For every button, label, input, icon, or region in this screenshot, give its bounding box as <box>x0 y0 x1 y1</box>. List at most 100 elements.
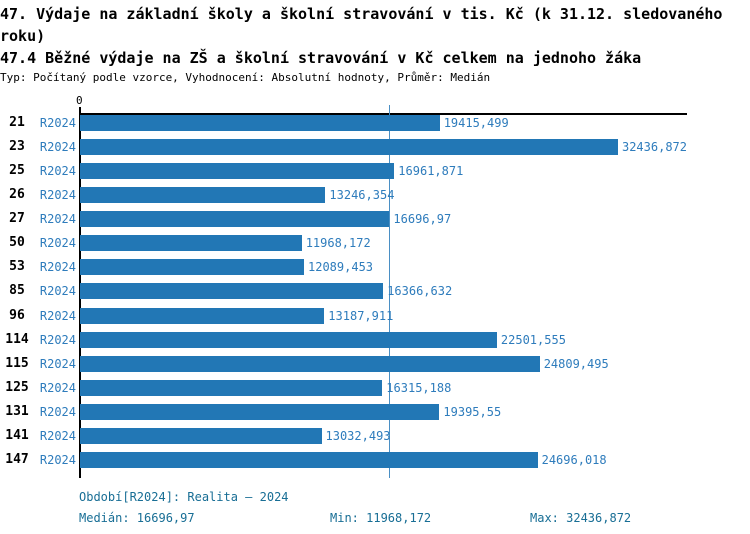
bar-chart: 0 21 R2024 19415,499 23 R2024 32436,872 25 R202… <box>0 95 750 478</box>
chart-row: 27 R2024 16696,97 <box>0 211 750 235</box>
footer-period: Období[R2024]: Realita – 2024 <box>79 489 289 504</box>
bar-track: 12089,453 <box>80 259 687 276</box>
series-label: R2024 <box>39 212 76 227</box>
bar <box>80 115 440 131</box>
value-label: 32436,872 <box>621 140 687 155</box>
series-label: R2024 <box>39 380 76 395</box>
bar <box>80 451 538 468</box>
category-label: 125 <box>5 379 29 395</box>
category-label: 53 <box>9 259 25 275</box>
series-label: R2024 <box>39 188 76 203</box>
bar <box>80 259 304 276</box>
median-line <box>389 105 390 478</box>
value-label: 13246,354 <box>329 188 395 203</box>
chart-row: 141 R2024 13032,493 <box>0 427 750 452</box>
bar-track: 16961,871 <box>80 163 687 180</box>
category-label: 96 <box>9 307 25 323</box>
bar <box>80 235 302 252</box>
bar-track: 24696,018 <box>80 451 687 468</box>
zero-tick-label: 0 <box>76 94 83 107</box>
chart-row: 114 R2024 22501,555 <box>0 331 750 356</box>
chart-row: 147 R2024 24696,018 <box>0 451 750 476</box>
series-label: R2024 <box>39 284 76 299</box>
footer-median: Medián: 16696,97 <box>79 510 195 525</box>
value-label: 13187,911 <box>328 308 394 323</box>
zero-tick <box>79 107 81 113</box>
value-label: 16315,188 <box>386 380 452 395</box>
bar <box>80 403 440 420</box>
bar-track: 32436,872 <box>80 139 687 156</box>
bar-track: 22501,555 <box>80 331 687 348</box>
x-axis-line <box>80 113 687 115</box>
category-label: 131 <box>5 403 29 419</box>
category-label: 85 <box>9 283 25 299</box>
footer-max: Max: 32436,872 <box>530 510 632 525</box>
bar-track: 16315,188 <box>80 379 687 396</box>
series-label: R2024 <box>39 428 76 443</box>
category-label: 141 <box>5 427 29 443</box>
series-label: R2024 <box>39 452 76 467</box>
chart-row: 115 R2024 24809,495 <box>0 355 750 380</box>
series-label: R2024 <box>39 260 76 275</box>
page-title-line2: 47.4 Běžné výdaje na ZŠ a školní stravov… <box>0 49 642 67</box>
chart-row: 23 R2024 32436,872 <box>0 139 750 163</box>
series-label: R2024 <box>39 308 76 323</box>
bar <box>80 355 540 372</box>
bar <box>80 427 322 444</box>
category-label: 50 <box>9 235 25 251</box>
bar <box>80 331 497 348</box>
chart-row: 131 R2024 19395,55 <box>0 403 750 428</box>
value-label: 24696,018 <box>541 452 607 467</box>
bar-track: 19395,55 <box>80 403 687 420</box>
bar <box>80 211 390 228</box>
value-label: 19395,55 <box>443 404 502 419</box>
bar-track: 24809,495 <box>80 355 687 372</box>
category-label: 115 <box>5 355 29 371</box>
category-label: 147 <box>5 451 29 467</box>
bar <box>80 187 326 204</box>
value-label: 12089,453 <box>308 260 374 275</box>
category-label: 26 <box>9 187 25 203</box>
bar <box>80 139 618 156</box>
bar-track: 19415,499 <box>80 115 687 131</box>
category-label: 21 <box>9 115 25 130</box>
chart-row: 25 R2024 16961,871 <box>0 163 750 187</box>
category-label: 114 <box>5 331 29 347</box>
bar <box>80 379 383 396</box>
bar-track: 16696,97 <box>80 211 687 228</box>
value-label: 16961,871 <box>398 164 464 179</box>
bar-track: 13032,493 <box>80 427 687 444</box>
value-label: 13032,493 <box>325 428 391 443</box>
bar-track: 13246,354 <box>80 187 687 204</box>
category-label: 27 <box>9 211 25 227</box>
bar <box>80 283 384 300</box>
value-label: 24809,495 <box>543 356 609 371</box>
bar <box>80 307 325 324</box>
chart-row: 125 R2024 16315,188 <box>0 379 750 404</box>
chart-row: 26 R2024 13246,354 <box>0 187 750 211</box>
series-label: R2024 <box>39 140 76 155</box>
series-label: R2024 <box>39 236 76 251</box>
category-label: 25 <box>9 163 25 179</box>
series-label: R2024 <box>39 404 76 419</box>
chart-row: 96 R2024 13187,911 <box>0 307 750 332</box>
bar-track: 16366,632 <box>80 283 687 300</box>
chart-row: 21 R2024 19415,499 <box>0 115 750 139</box>
chart-footer: Období[R2024]: Realita – 2024 Medián: 16… <box>0 490 750 530</box>
series-label: R2024 <box>39 332 76 347</box>
value-label: 16366,632 <box>387 284 453 299</box>
value-label: 19415,499 <box>443 116 509 130</box>
category-label: 23 <box>9 139 25 155</box>
value-label: 16696,97 <box>393 212 452 227</box>
chart-row: 53 R2024 12089,453 <box>0 259 750 283</box>
chart-row: 50 R2024 11968,172 <box>0 235 750 259</box>
chart-meta: Typ: Počítaný podle vzorce, Vyhodnocení:… <box>0 71 491 84</box>
page-title-line1: 47. Výdaje na základní školy a školní st… <box>0 5 723 45</box>
value-label: 11968,172 <box>305 236 371 251</box>
bar-track: 13187,911 <box>80 307 687 324</box>
bar <box>80 163 395 180</box>
series-label: R2024 <box>39 164 76 179</box>
chart-rows: 21 R2024 19415,499 23 R2024 32436,872 25 R2024 1… <box>0 113 750 476</box>
series-label: R2024 <box>39 116 76 130</box>
footer-min: Min: 11968,172 <box>330 510 432 525</box>
